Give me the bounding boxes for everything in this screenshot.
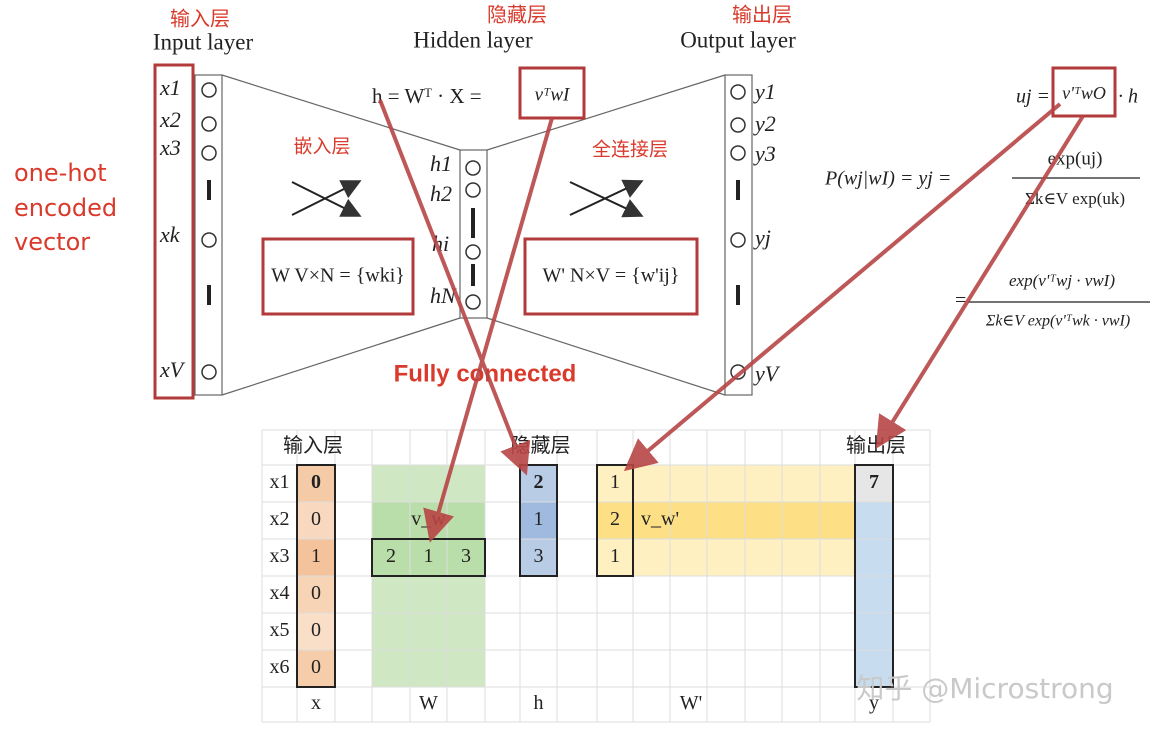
footer-label: W' (680, 692, 702, 714)
ellipsis (207, 180, 740, 305)
header: 输出层 (846, 434, 906, 457)
footer-label: x (311, 692, 321, 714)
cell-fill (855, 465, 893, 502)
cell-value: 2 (610, 508, 620, 530)
formula: exp(v'ᵀwj · vwI) (1009, 271, 1115, 290)
row-label: x3 (270, 545, 290, 567)
formula: P(wj|wI) = yj = (824, 168, 951, 190)
outline-box (596, 464, 634, 577)
cell-value: 1 (534, 508, 544, 530)
cross-icon (291, 179, 644, 218)
cell-value: 1 (610, 471, 620, 493)
layer-cn: 隐藏层 (487, 3, 547, 27)
matrix-box (523, 237, 699, 316)
matrix-box (261, 237, 415, 316)
row-label: x1 (270, 471, 290, 493)
cell-value: 2 (534, 471, 544, 493)
cell-value: 7 (869, 471, 879, 493)
matrix-label: W' N×V = {w'ij} (543, 265, 680, 287)
network (194, 74, 753, 396)
node-label: yj (753, 225, 771, 250)
node-label: y2 (753, 111, 776, 136)
footer-label: y (869, 692, 879, 714)
layer-cn: 输出层 (732, 3, 792, 27)
node-label: y3 (753, 141, 776, 166)
footer-label: h (534, 692, 544, 714)
row-label: x6 (270, 656, 290, 678)
layer-title: Input layer (153, 29, 254, 54)
fc-label: 全连接层 (592, 139, 668, 161)
layer-title: Hidden layer (413, 27, 533, 52)
side-label: one-hot (14, 159, 107, 187)
node-label: h1 (430, 151, 452, 176)
matrix-label: W V×N = {wki} (271, 265, 405, 287)
node-label: h2 (430, 181, 452, 206)
formula: vᵀwI (535, 84, 571, 105)
cell-value: 2 (386, 545, 396, 567)
formula: h = Wᵀ · X = (372, 84, 482, 108)
cell-fill (597, 502, 855, 539)
formula: = (955, 290, 966, 312)
arrows (378, 99, 1085, 543)
cell-label: v_w' (641, 508, 679, 530)
cell-value: 3 (461, 545, 471, 567)
cell-value: 0 (311, 656, 321, 678)
formula: · h (1118, 86, 1138, 108)
cell-fill (297, 613, 335, 650)
layer-title: Output layer (680, 27, 796, 52)
cell-fill (297, 650, 335, 687)
cell-value: 3 (534, 545, 544, 567)
formula: Σk∈V exp(uk) (1025, 189, 1125, 208)
node-label: xk (159, 222, 181, 247)
embedding-label: 嵌入层 (293, 136, 350, 158)
node-label: x2 (159, 107, 181, 132)
node-labels: x1 x2 x3 xk xV h1 h2 hi hN y1 y2 y3 yj y… (159, 75, 781, 386)
watermark: 知乎 @Microstrong (856, 672, 1113, 705)
node-label: x3 (159, 135, 181, 160)
node-label: x1 (159, 75, 181, 100)
outline-box (854, 464, 894, 688)
side-label: encoded (14, 194, 117, 222)
formula: Σk∈V exp(v'ᵀwk · vwI) (985, 313, 1130, 330)
row-label: x2 (270, 508, 290, 530)
formula: v'ᵀwO (1062, 83, 1106, 103)
cell-fill (520, 502, 557, 539)
formula: uj = (1016, 86, 1050, 108)
formula-box (1051, 66, 1117, 118)
footer-label: W (419, 692, 438, 714)
cell-value: 0 (311, 508, 321, 530)
row-label: x5 (270, 619, 290, 641)
header: 输入层 (283, 434, 343, 457)
node-label: xV (159, 357, 186, 382)
cell-fill (297, 502, 335, 539)
cell-fill (297, 539, 335, 576)
cell-value: 1 (424, 545, 434, 567)
cell-value: 1 (311, 545, 321, 567)
outline-box (296, 464, 336, 688)
cell-value: 0 (311, 582, 321, 604)
outline-box (519, 464, 558, 577)
layer-cn: 输入层 (170, 7, 230, 31)
node-label: hi (432, 231, 449, 256)
cell-value: 1 (610, 545, 620, 567)
row-label: x4 (270, 582, 290, 604)
cell-label: v_w (411, 508, 446, 530)
node-label: yV (753, 361, 781, 386)
input-box (153, 63, 195, 400)
node-label: y1 (753, 79, 776, 104)
cell-fill (297, 576, 335, 613)
cell-value: 0 (311, 619, 321, 641)
cell-value: 0 (311, 471, 321, 493)
side-label: vector (14, 228, 90, 256)
cell-fill (297, 465, 335, 502)
nodes (201, 82, 746, 380)
